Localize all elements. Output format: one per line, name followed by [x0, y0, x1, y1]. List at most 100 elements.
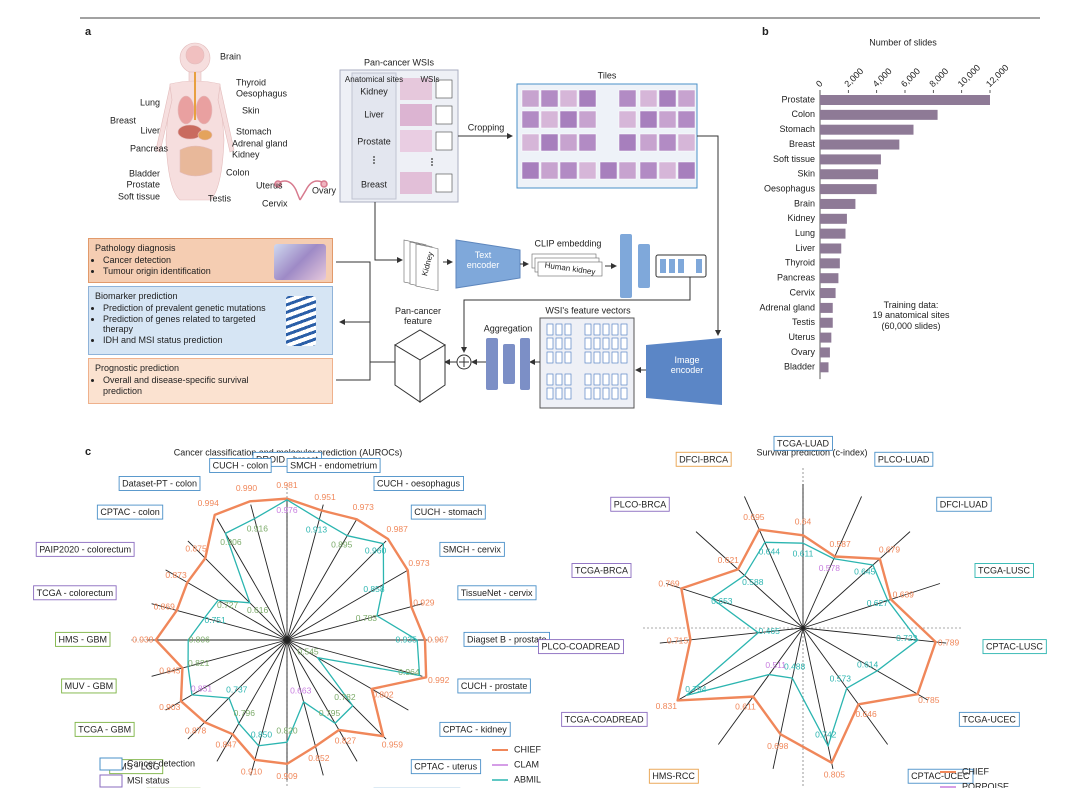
- category-box: [675, 451, 732, 467]
- x-tick-label: 12,000: [984, 63, 1011, 90]
- y-tick-label: Kidney: [787, 213, 815, 223]
- feature-cell: [602, 323, 610, 336]
- feature-vector-grid: [546, 323, 628, 400]
- cropping-label: Cropping: [468, 122, 505, 132]
- radar-survival: Survival prediction (c-index) 0.64 0.587 0.…: [538, 435, 1047, 788]
- value-label: 0.573: [830, 674, 852, 684]
- radar-line: [187, 499, 421, 747]
- text-encoder-label: Text encoder: [466, 250, 500, 271]
- value-label: 0.858: [363, 584, 385, 594]
- category-label: TCGA-BRCA: [575, 566, 628, 576]
- value-label: 0.976: [276, 505, 298, 515]
- image-encoder-label: Image encoder: [670, 355, 704, 376]
- value-label: 0.698: [767, 741, 789, 751]
- wsi-column-label: Anatomical sites: [345, 75, 403, 84]
- bar: [820, 332, 832, 343]
- bar: [820, 273, 839, 284]
- feature-cell: [602, 351, 610, 364]
- y-tick-label: Breast: [789, 139, 816, 149]
- category-label: PAIP2020 - colorectum: [39, 544, 131, 554]
- value-label: 0.973: [408, 558, 430, 568]
- aggregation-layers: [486, 338, 530, 390]
- category-box: [610, 496, 670, 512]
- category-box: [286, 458, 381, 473]
- value-label: 0.611: [735, 701, 756, 711]
- bar: [820, 302, 833, 313]
- value-label: 0.827: [335, 735, 357, 745]
- feature-cell: [602, 387, 610, 400]
- feature-cell: [620, 337, 628, 350]
- value-label: 0.782: [334, 692, 356, 702]
- x-tick-label: 0: [814, 78, 825, 89]
- feature-cell: [611, 351, 619, 364]
- value-label: 0.679: [879, 544, 901, 554]
- tile: [618, 89, 637, 108]
- category-box: [457, 585, 537, 601]
- tile: [618, 133, 637, 152]
- tile-grid: [521, 89, 696, 180]
- organ-label: Stomach: [236, 126, 272, 136]
- panel-label: a: [85, 26, 92, 38]
- value-label: 0.987: [387, 524, 409, 534]
- tile: [618, 161, 637, 180]
- value-label: 0.627: [867, 598, 889, 608]
- spoke: [286, 603, 423, 641]
- y-tick-label: Stomach: [779, 124, 815, 134]
- bar: [820, 362, 829, 373]
- body-silhouette: [155, 42, 235, 201]
- y-tick-label: Pancreas: [777, 273, 816, 283]
- box-items: Cancer detectionTumour origin identifica…: [95, 255, 273, 277]
- feature-cell: [546, 373, 554, 386]
- feature-cell: [564, 351, 572, 364]
- feature-cell: [564, 323, 572, 336]
- category-label: CPTAC - uterus: [414, 762, 477, 772]
- value-label: 0.994: [198, 498, 220, 508]
- category-label: PLCO-COADREAD: [541, 642, 620, 652]
- value-label: 0.578: [819, 563, 841, 573]
- legend-label: PORPOISE: [962, 781, 1009, 788]
- bar: [820, 95, 990, 105]
- organ-label: Uterus: [256, 180, 283, 190]
- clip-label: CLIP embedding: [535, 238, 602, 248]
- tile: [540, 161, 559, 180]
- category-box: [936, 496, 992, 512]
- value-label: 0.831: [656, 701, 678, 711]
- value-label: 0.967: [427, 634, 449, 644]
- category-box: [55, 631, 111, 647]
- pathology-icon: [274, 244, 326, 280]
- organ-label: Oesophagus: [236, 88, 288, 98]
- bar: [820, 243, 842, 254]
- value-label: 0.621: [718, 555, 740, 565]
- organ-label: Ovary: [312, 185, 337, 195]
- tile: [677, 89, 696, 108]
- legend-box: [99, 757, 123, 771]
- y-tick-label: Ovary: [791, 347, 816, 357]
- site-label: Prostate: [357, 136, 391, 146]
- box-item: Overall and disease-specific survival pr…: [103, 375, 273, 397]
- spoke: [802, 627, 889, 745]
- value-label: 0.875: [185, 543, 207, 553]
- value-label: 0.511: [765, 660, 786, 670]
- category-label: Dataset-PT - colon: [122, 478, 197, 488]
- value-label: 0.616: [247, 605, 269, 615]
- spoke: [250, 504, 288, 641]
- value-label: 0.847: [215, 740, 237, 750]
- category-label: DFCI-BRCA: [679, 454, 728, 464]
- legend-label: MSI status: [127, 775, 170, 785]
- feature-cell: [546, 337, 554, 350]
- organ-label: Prostate: [126, 179, 160, 189]
- spoke: [802, 496, 862, 629]
- bar: [820, 124, 914, 135]
- value-label: 0.715: [667, 635, 689, 645]
- dna-icon: [286, 296, 316, 346]
- x-tick-label: 2,000: [842, 66, 865, 89]
- spoke: [250, 639, 288, 776]
- site-label: Breast: [361, 179, 388, 189]
- value-label: 0.845: [159, 666, 181, 676]
- category-box: [209, 458, 272, 473]
- category-label: CPTAC-LUSC: [986, 642, 1043, 652]
- box-item: Cancer detection: [103, 255, 273, 266]
- spoke: [286, 639, 423, 677]
- prognostic-box: Prognostic prediction Overall and diseas…: [88, 358, 333, 404]
- tile: [677, 133, 696, 152]
